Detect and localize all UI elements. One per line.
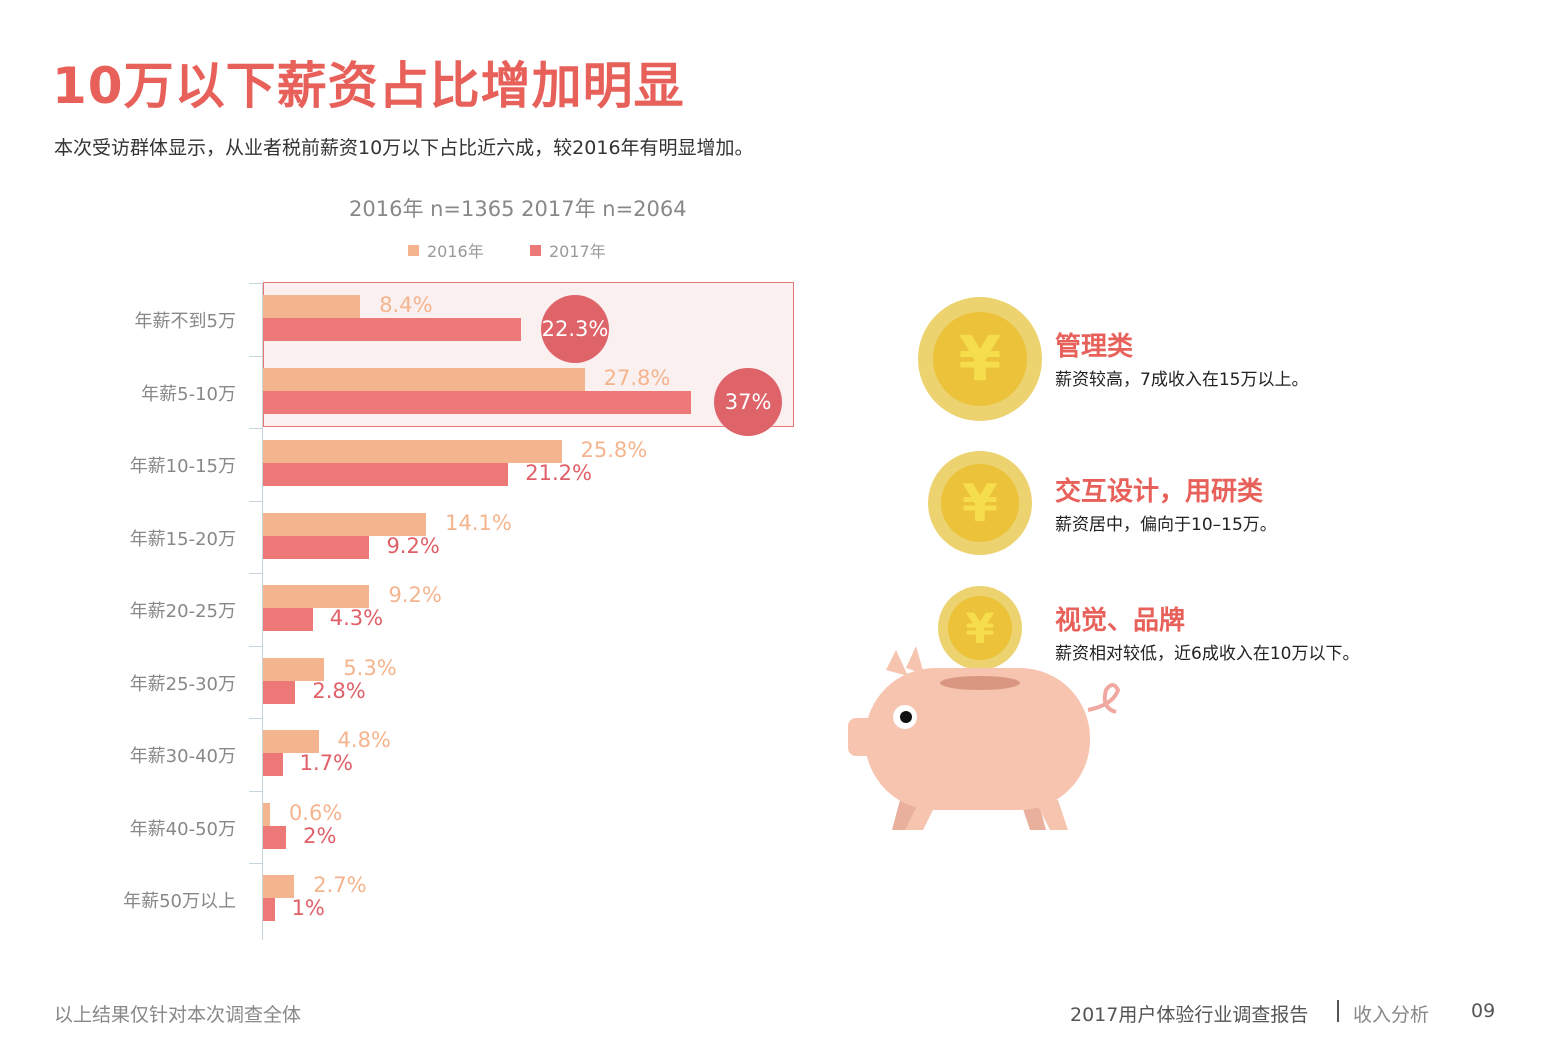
note-visual: 视觉、品牌薪资相对较低，近6成收入在10万以下。: [1055, 600, 1359, 664]
bar-2017: [263, 898, 275, 921]
bar-2017: [263, 318, 521, 341]
category-label: 年薪10-15万: [129, 456, 236, 477]
footer-divider: [1337, 1000, 1339, 1022]
category-label: 年薪30-40万: [129, 746, 236, 767]
value-label: 4.8%: [337, 728, 391, 752]
bar-2016: [263, 657, 325, 681]
note-management: 管理类薪资较高，7成收入在15万以上。: [1055, 326, 1308, 390]
bar-2017: [263, 463, 509, 486]
note-text: 薪资较高，7成收入在15万以上。: [1055, 370, 1309, 390]
y-tick: [249, 500, 263, 502]
value-bubble: 22.3%: [541, 295, 609, 363]
bar-2017: [263, 753, 283, 776]
legend-2017: 2017年: [530, 238, 606, 262]
value-label: 25.8%: [580, 438, 648, 462]
value-label: 0.6%: [288, 800, 343, 825]
y-tick: [249, 718, 263, 719]
page-number: 09: [1471, 1000, 1496, 1022]
piggy-bank-illustration: ¥ ¥ ¥: [848, 297, 1121, 830]
legend-label: 2016年: [427, 242, 484, 261]
bar-2016: [263, 295, 361, 318]
category-label: 年薪50万以上: [123, 891, 236, 912]
footer-note: 以上结果仅针对本次调查全体: [54, 1004, 302, 1026]
bar-2016: [263, 730, 319, 753]
value-label: 4.3%: [329, 606, 384, 630]
note-title: 视觉、品牌: [1055, 606, 1186, 636]
value-label: 2.8%: [312, 678, 366, 703]
bar-2016: [263, 802, 270, 826]
y-tick: [249, 283, 263, 284]
bar-2016: [263, 440, 562, 463]
value-label: 2.7%: [313, 873, 367, 897]
value-label: 14.1%: [445, 510, 512, 535]
legend-swatch: [530, 244, 541, 256]
value-label: 5.3%: [343, 655, 397, 680]
note-text: 薪资相对较低，近6成收入在10万以下。: [1055, 644, 1360, 664]
value-label: 8.4%: [379, 293, 433, 317]
value-label: 21.2%: [525, 461, 592, 485]
note-text: 薪资居中，偏向于10–15万。: [1055, 515, 1277, 535]
bar-2016: [263, 875, 295, 898]
legend-2016: 2016年: [408, 238, 484, 262]
note-title: 交互设计，用研类: [1055, 477, 1264, 507]
svg-text:¥: ¥: [965, 604, 994, 653]
y-tick: [249, 355, 263, 357]
yuan-coin-icon: ¥: [938, 586, 1022, 670]
page-subtitle: 本次受访群体显示，从业者税前薪资10万以下占比近六成，较2016年有明显增加。: [54, 137, 754, 159]
svg-text:¥: ¥: [962, 474, 998, 534]
page-title: 10万以下薪资占比增加明显: [52, 57, 685, 115]
y-tick: [249, 573, 263, 574]
note-interaction: 交互设计，用研类薪资居中，偏向于10–15万。: [1055, 471, 1277, 535]
category-label: 年薪5-10万: [141, 383, 236, 405]
legend-label: 2017年: [549, 242, 606, 261]
category-label: 年薪25-30万: [129, 673, 236, 695]
value-label: 27.8%: [603, 365, 671, 390]
bar-2016: [263, 512, 427, 536]
y-axis: [262, 283, 263, 940]
value-label: 1%: [291, 896, 325, 920]
category-label: 年薪不到5万: [134, 311, 236, 332]
y-tick: [249, 645, 263, 647]
bar-2017: [263, 825, 287, 849]
value-label: 9.2%: [388, 583, 442, 607]
chart-title: 2016年 n=1365 2017年 n=2064: [349, 197, 687, 221]
note-title: 管理类: [1055, 332, 1134, 362]
bar-2017: [263, 390, 692, 414]
value-label: 2%: [303, 823, 337, 848]
bar-2016: [263, 585, 370, 608]
category-label: 年薪40-50万: [129, 818, 236, 840]
category-label: 年薪15-20万: [129, 528, 236, 550]
bar-2017: [263, 608, 313, 631]
svg-text:¥: ¥: [958, 322, 1001, 395]
value-label: 9.2%: [386, 533, 440, 558]
yuan-coin-icon: ¥: [928, 451, 1032, 555]
bar-2016: [263, 367, 585, 391]
bar-2017: [263, 535, 370, 559]
category-label: 年薪20-25万: [129, 601, 236, 622]
value-bubble: 37%: [714, 367, 783, 436]
y-tick: [249, 863, 263, 864]
footer-report: 2017用户体验行业调查报告: [1070, 1004, 1309, 1026]
footer-section: 收入分析: [1353, 1004, 1430, 1026]
bar-2017: [263, 680, 296, 704]
value-label: 1.7%: [299, 751, 354, 775]
y-tick: [249, 428, 263, 429]
y-tick: [249, 790, 263, 792]
legend-swatch: [408, 244, 419, 256]
yuan-coin-icon: ¥: [918, 297, 1042, 421]
